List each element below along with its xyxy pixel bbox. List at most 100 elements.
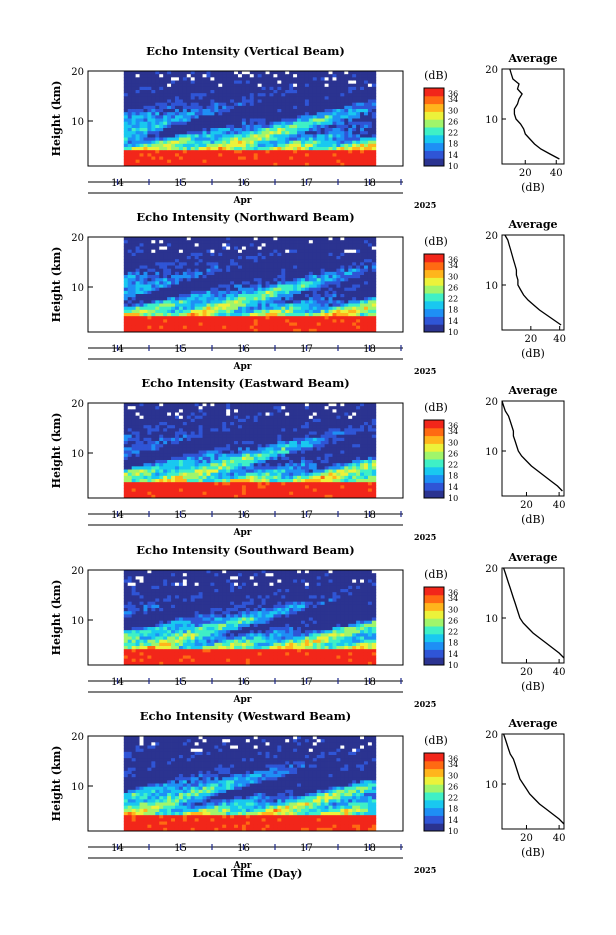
heatmap-cell — [230, 485, 234, 489]
heatmap-cell — [179, 77, 183, 81]
heatmap-cell — [266, 256, 270, 260]
heatmap-cell — [348, 300, 352, 304]
heatmap-cell — [175, 269, 179, 273]
heatmap-cell — [226, 297, 230, 301]
heatmap-cell — [313, 253, 317, 257]
heatmap-cell — [348, 81, 352, 85]
heatmap-cell — [210, 90, 214, 94]
heatmap-cell — [262, 291, 266, 295]
heatmap-cell — [191, 304, 195, 308]
heatmap-cell — [128, 307, 132, 311]
heatmap-cell — [179, 476, 183, 480]
heatmap-cell — [132, 307, 136, 311]
heatmap-cell — [151, 128, 155, 132]
heatmap-cell — [364, 119, 368, 123]
heatmap-cell — [356, 247, 360, 251]
heatmap-cell — [175, 403, 179, 407]
heatmap-cell — [313, 310, 317, 314]
heatmap-cell — [254, 313, 258, 317]
heatmap-cell — [203, 256, 207, 260]
heatmap-cell — [285, 250, 289, 254]
heatmap-cell — [132, 74, 136, 78]
heatmap-cell — [344, 84, 348, 88]
heatmap-cell — [262, 281, 266, 285]
heatmap-cell — [368, 106, 372, 110]
heatmap-cell — [191, 153, 195, 157]
heatmap-cell — [281, 281, 285, 285]
heatmap-cell — [340, 300, 344, 304]
heatmap-cell — [218, 71, 222, 75]
heatmap-cell — [218, 297, 222, 301]
heatmap-cell — [151, 240, 155, 244]
heatmap-cell — [234, 479, 238, 483]
heatmap-cell — [301, 285, 305, 289]
heatmap-cell — [364, 266, 368, 270]
heatmap-cell — [132, 138, 136, 142]
heatmap-cell — [289, 112, 293, 116]
heatmap-cell — [297, 326, 301, 330]
heatmap-cell — [281, 122, 285, 126]
heatmap-cell — [214, 272, 218, 276]
heatmap-cell — [325, 259, 329, 263]
heatmap-cell — [214, 444, 218, 448]
heatmap-cell — [356, 119, 360, 123]
heatmap-cell — [218, 435, 222, 439]
heatmap-cell — [356, 250, 360, 254]
heatmap-cell — [254, 259, 258, 263]
heatmap-cell — [147, 403, 151, 407]
heatmap-cell — [238, 87, 242, 91]
heatmap-cell — [195, 297, 199, 301]
heatmap-cell — [132, 150, 136, 154]
heatmap-cell — [175, 489, 179, 493]
heatmap-cell — [368, 81, 372, 85]
heatmap-cell — [124, 288, 128, 292]
heatmap-cell — [143, 281, 147, 285]
heatmap-cell — [344, 106, 348, 110]
heatmap-cell — [234, 141, 238, 145]
colorbar-tick-label: 22 — [448, 295, 458, 304]
heatmap-cell — [159, 403, 163, 407]
heatmap-cell — [210, 482, 214, 486]
heatmap-cell — [124, 122, 128, 126]
heatmap-cell — [332, 109, 336, 113]
heatmap-cell — [226, 307, 230, 311]
heatmap-cell — [167, 243, 171, 247]
heatmap-cell — [344, 160, 348, 164]
heatmap-cell — [136, 441, 140, 445]
heatmap-cell — [171, 87, 175, 91]
heatmap-cell — [147, 444, 151, 448]
heatmap-cell — [242, 74, 246, 78]
heatmap-cell — [297, 122, 301, 126]
heatmap-cell — [250, 419, 254, 423]
heatmap-cell — [246, 266, 250, 270]
heatmap-cell — [254, 240, 258, 244]
heatmap-cell — [218, 451, 222, 455]
heatmap-cell — [250, 492, 254, 496]
heatmap-cell — [266, 125, 270, 129]
heatmap-cell — [234, 266, 238, 270]
heatmap-cell — [368, 307, 372, 311]
heatmap-cell — [226, 422, 230, 426]
heatmap-cell — [313, 128, 317, 132]
heatmap-cell — [214, 278, 218, 282]
heatmap-cell — [151, 300, 155, 304]
heatmap-cell — [344, 297, 348, 301]
heatmap-cell — [183, 285, 187, 289]
heatmap-cell — [151, 406, 155, 410]
heatmap-cell — [309, 125, 313, 129]
heatmap-cell — [210, 160, 214, 164]
heatmap-cell — [238, 259, 242, 263]
heatmap-cell — [203, 96, 207, 100]
heatmap-cell — [277, 250, 281, 254]
heatmap-cell — [348, 157, 352, 161]
heatmap-cell — [305, 144, 309, 148]
heatmap-cell — [218, 74, 222, 78]
heatmap-cell — [305, 93, 309, 97]
heatmap-cell — [293, 319, 297, 323]
heatmap-cell — [301, 272, 305, 276]
heatmap-cell — [325, 115, 329, 119]
heatmap-cell — [372, 266, 376, 270]
heatmap-cell — [218, 326, 222, 330]
heatmap-cell — [234, 406, 238, 410]
heatmap-cell — [368, 87, 372, 91]
